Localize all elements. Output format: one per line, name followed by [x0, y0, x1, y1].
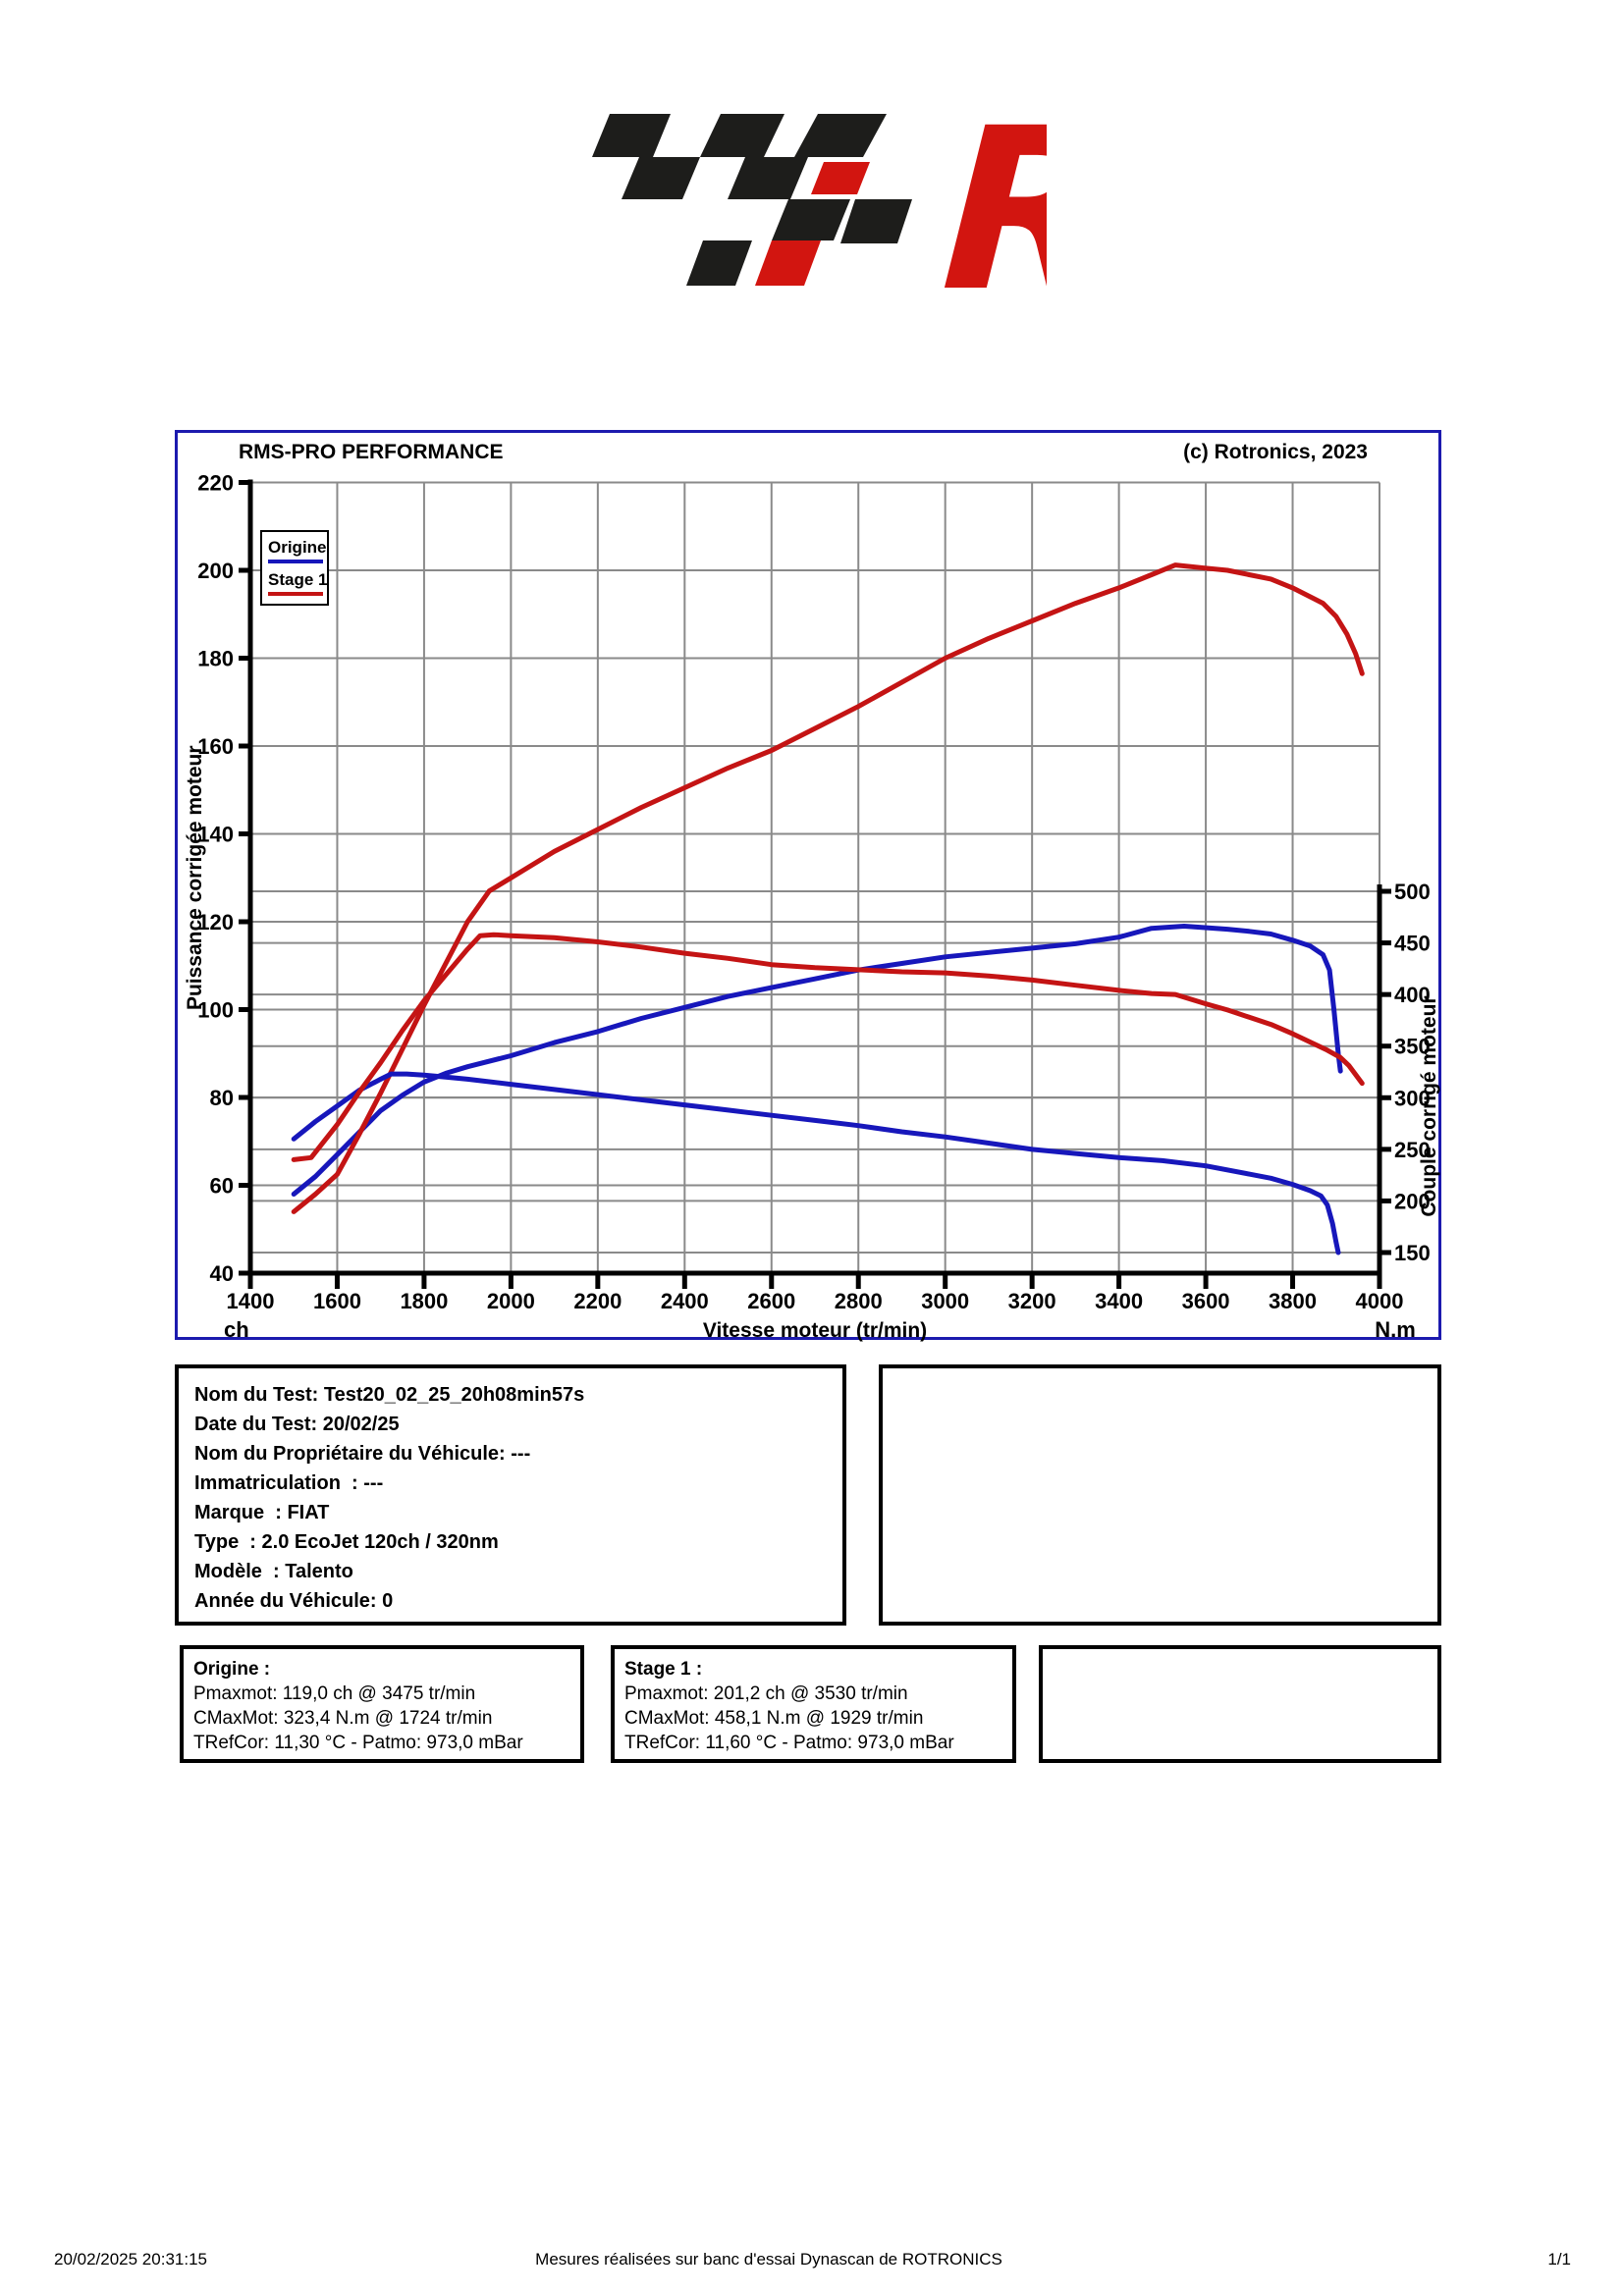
page-footer: 20/02/2025 20:31:15 Mesures réalisées su… [0, 2250, 1623, 2275]
chart-copyright: (c) Rotronics, 2023 [1183, 441, 1368, 463]
x-axis-tick-label: 3400 [1095, 1289, 1143, 1313]
left-axis-tick-label: 180 [197, 647, 234, 671]
dyno-chart: 220 200 180 160 140 120 100 80 60 40 1400 1600 1800 2… [175, 430, 1441, 1343]
flag-cell-red [811, 162, 870, 194]
test-info-line: Type : 2.0 EcoJet 120ch / 320nm [194, 1531, 499, 1553]
legend-label: Stage 1 [268, 570, 328, 589]
right-axis-tick-label: 350 [1394, 1035, 1431, 1059]
left-axis-title: Puissance corrigée moteur [184, 745, 206, 1010]
left-axis-tick-label: 160 [197, 734, 234, 759]
x-axis-unit-right: N.m [1375, 1317, 1416, 1342]
test-info-line: Modèle : Talento [194, 1561, 353, 1582]
right-axis-tick-label: 500 [1394, 880, 1431, 904]
left-axis-tick-label: 120 [197, 910, 234, 934]
origine-trefcor: TRefCor: 11,30 °C - Patmo: 973,0 mBar [193, 1733, 523, 1753]
footer-page-number: 1/1 [1547, 2250, 1571, 2269]
left-axis-tick-label: 220 [197, 471, 234, 496]
right-axis-tick-label: 400 [1394, 983, 1431, 1007]
test-info-line: Marque : FIAT [194, 1502, 330, 1523]
legend-entry-stage1: Stage 1 [268, 570, 328, 596]
right-axis-tick-label: 150 [1394, 1241, 1431, 1265]
test-info-line: Immatriculation : --- [194, 1472, 384, 1494]
footer-datetime: 20/02/2025 20:31:15 [54, 2250, 207, 2269]
test-info-line: Nom du Propriétaire du Véhicule: --- [194, 1443, 531, 1465]
flag-cell-red [755, 240, 821, 286]
x-axis-tick-label: 1600 [313, 1289, 361, 1313]
x-axis-tick-label: 3800 [1269, 1289, 1317, 1313]
x-axis-unit-left: ch [224, 1317, 249, 1342]
x-axis-tick-label: 2000 [487, 1289, 535, 1313]
stage1-cmax: CMaxMot: 458,1 N.m @ 1929 tr/min [624, 1708, 924, 1729]
left-axis-tick-label: 100 [197, 998, 234, 1023]
flag-cell [686, 240, 752, 286]
flag-cell [840, 199, 912, 243]
legend-label: Origine [268, 538, 327, 557]
stage1-pmax: Pmaxmot: 201,2 ch @ 3530 tr/min [624, 1683, 908, 1704]
right-axis-title: Couple corrigé moteur [1418, 995, 1440, 1216]
right-axis-tick-label: 300 [1394, 1086, 1431, 1110]
right-axis-tick-label: 200 [1394, 1189, 1431, 1213]
left-axis-tick-label: 60 [210, 1174, 234, 1199]
x-axis-tick-label: 2400 [661, 1289, 709, 1313]
x-axis-tick-label: 3000 [921, 1289, 969, 1313]
left-axis-tick-label: 80 [210, 1086, 234, 1110]
right-axis-tick-label: 250 [1394, 1138, 1431, 1162]
flag-cell [592, 114, 671, 157]
x-axis-tick-label: 1400 [227, 1289, 275, 1313]
x-axis-tick-label: 2600 [747, 1289, 795, 1313]
logo-letter-r: R [905, 86, 1047, 322]
test-info-line: Date du Test: 20/02/25 [194, 1414, 400, 1435]
stage1-results-title: Stage 1 : [624, 1659, 703, 1680]
curve-origine-couple-n-m- [291, 1071, 1341, 1255]
flag-cell [772, 199, 850, 240]
origine-results-title: Origine : [193, 1659, 271, 1680]
chart-title: RMS-PRO PERFORMANCE [239, 441, 504, 463]
checkered-flag [592, 114, 912, 286]
flag-cell [728, 157, 808, 199]
empty-box [879, 1364, 1441, 1626]
flag-cell [700, 114, 784, 157]
origine-cmax: CMaxMot: 323,4 N.m @ 1724 tr/min [193, 1708, 493, 1729]
curve-stage-1-couple-n-m- [291, 932, 1365, 1162]
x-axis-tick-label: 4000 [1356, 1289, 1404, 1313]
chart-legend: Origine Stage 1 [260, 530, 329, 606]
x-axis-tick-label: 3200 [1008, 1289, 1056, 1313]
curve-stage-1-puissance-ch- [291, 562, 1365, 1214]
origine-pmax: Pmaxmot: 119,0 ch @ 3475 tr/min [193, 1683, 476, 1704]
origine-results-box: Origine : Pmaxmot: 119,0 ch @ 3475 tr/mi… [180, 1645, 584, 1763]
test-info-line: Année du Véhicule: 0 [194, 1590, 394, 1612]
empty-box [1039, 1645, 1441, 1763]
x-axis-tick-label: 3600 [1182, 1289, 1230, 1313]
test-info-box: Nom du Test: Test20_02_25_20h08min57s Dat… [175, 1364, 846, 1626]
x-axis-tick-label: 2800 [835, 1289, 883, 1313]
x-axis-tick-label: 2200 [573, 1289, 622, 1313]
legend-color-bar [268, 592, 323, 596]
stage1-results-box: Stage 1 : Pmaxmot: 201,2 ch @ 3530 tr/mi… [611, 1645, 1016, 1763]
left-axis-tick-label: 200 [197, 559, 234, 583]
dyno-chart-canvas: 220 200 180 160 140 120 100 80 60 40 1400 1600 1800 2… [184, 471, 1440, 1343]
left-axis-tick-label: 40 [210, 1261, 234, 1286]
left-axis-tick-label: 140 [197, 823, 234, 847]
test-info-line: Nom du Test: Test20_02_25_20h08min57s [194, 1384, 585, 1406]
rotronics-logo: R [592, 86, 1047, 322]
flag-cell [622, 157, 700, 199]
legend-entry-origine: Origine [268, 538, 327, 563]
svg-text:R: R [910, 86, 1047, 322]
x-axis-tick-label: 1800 [400, 1289, 448, 1313]
curve-origine-puissance-ch- [291, 924, 1343, 1197]
x-axis-title: Vitesse moteur (tr/min) [703, 1319, 927, 1342]
footer-caption: Mesures réalisées sur banc d'essai Dynas… [535, 2250, 1002, 2269]
stage1-trefcor: TRefCor: 11,60 °C - Patmo: 973,0 mBar [624, 1733, 954, 1753]
right-axis-tick-label: 450 [1394, 932, 1431, 956]
legend-color-bar [268, 560, 323, 563]
flag-cell [794, 114, 887, 157]
